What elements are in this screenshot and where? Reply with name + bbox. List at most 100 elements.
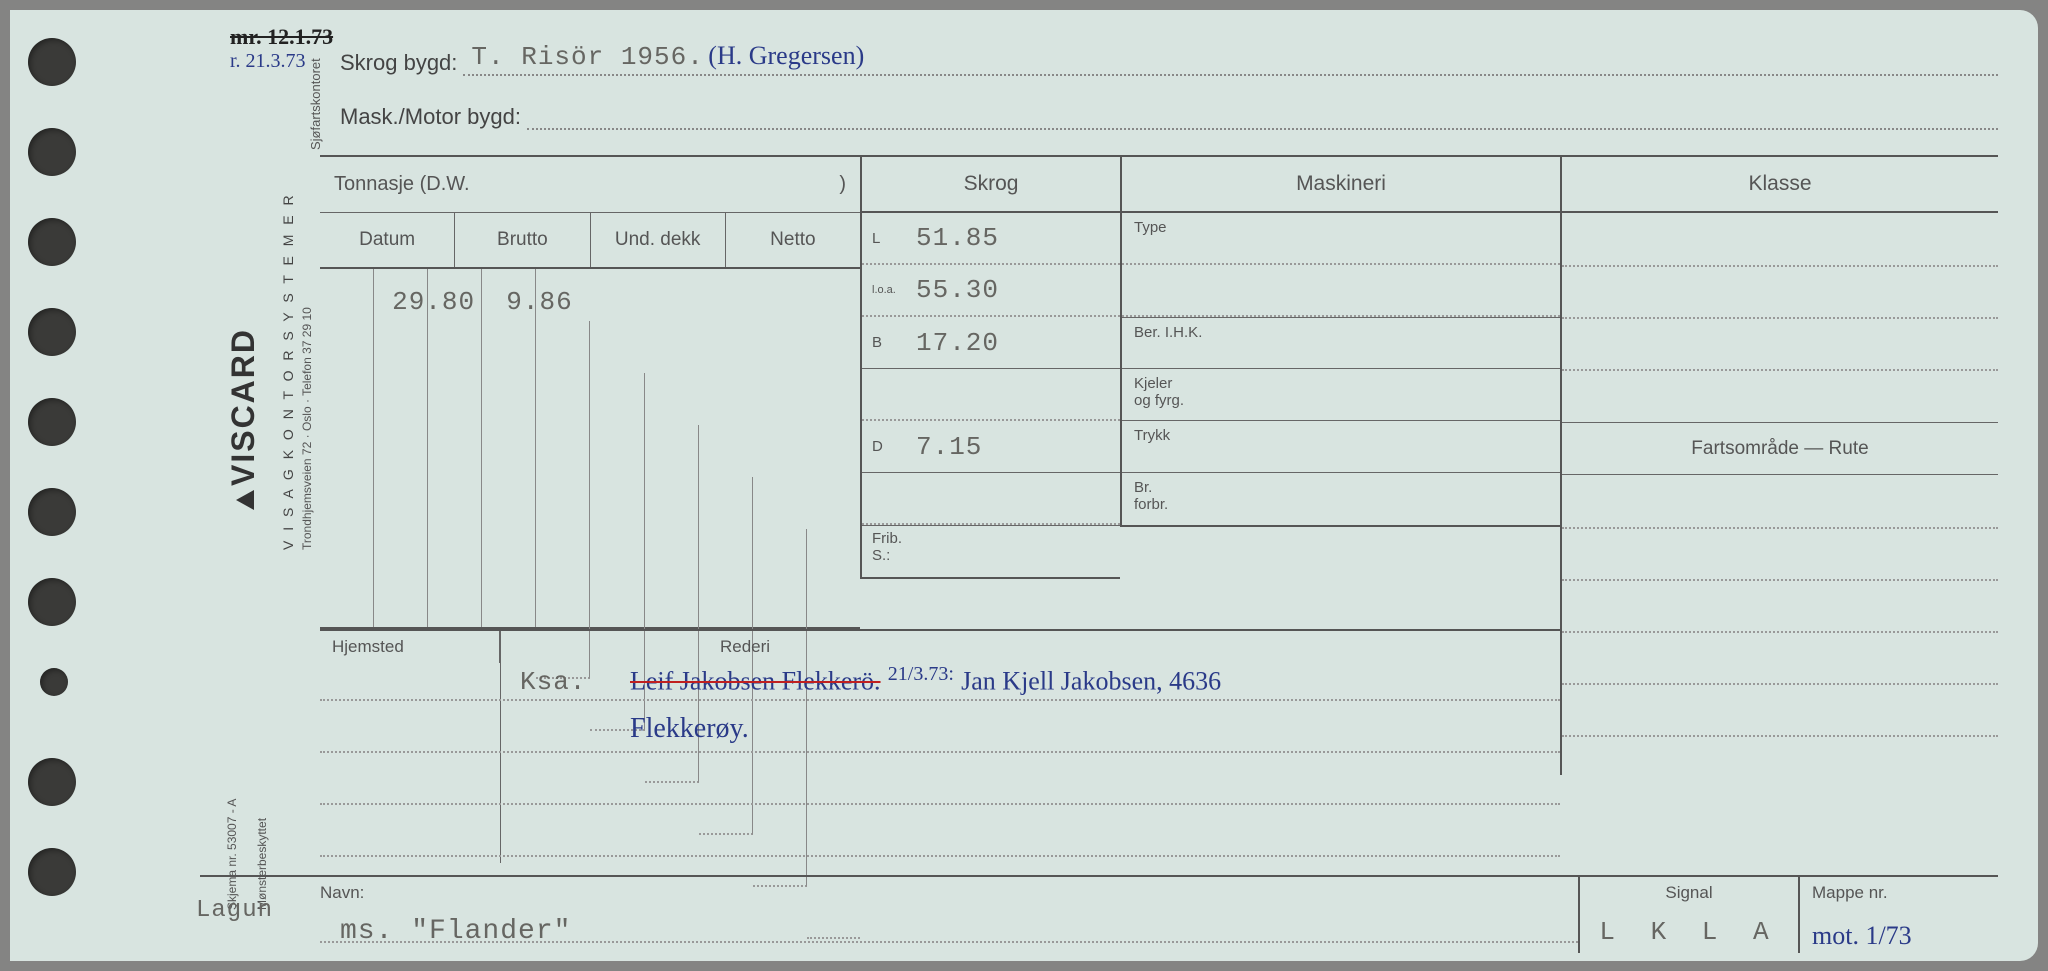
- tonnasje-header: Tonnasje (D.W. ): [320, 157, 860, 213]
- skrog-B: B 17.20: [862, 317, 1120, 369]
- card-outer: mr. 12.1.73 r. 21.3.73 Sjøfartskontoret …: [10, 10, 2038, 961]
- punch-hole: [28, 848, 76, 896]
- skrog-L-label: L: [872, 230, 906, 247]
- skrog-L: L 51.85: [862, 213, 1120, 265]
- skrog-empty2: [862, 473, 1120, 525]
- skrog-bygd-hand: (H. Gregersen): [708, 41, 864, 70]
- type-label: Type: [1134, 219, 1167, 236]
- netto-value: 9.86: [506, 287, 572, 317]
- rederi-line2: Flekkerøy.: [630, 713, 749, 745]
- punch-hole: [28, 308, 76, 356]
- dotted-row: [1562, 369, 1998, 371]
- skrog-bygd-typed: T. Risör 1956.: [471, 42, 703, 72]
- mappe-value: mot. 1/73: [1812, 921, 1912, 951]
- skrog-B-label: B: [872, 334, 906, 351]
- punch-hole: [28, 128, 76, 176]
- viscard-text: VISCARD: [225, 328, 261, 486]
- punch-hole: [28, 578, 76, 626]
- skrog-frib: Frib. S.:: [862, 525, 1120, 579]
- skrog-loa: l.o.a. 55.30: [862, 265, 1120, 317]
- mask-bygd-row: Mask./Motor bygd:: [340, 102, 1998, 130]
- skrog-D-value: 7.15: [916, 432, 982, 462]
- rederi-date: 21/3.73:: [888, 663, 954, 685]
- cell-datum: [320, 269, 374, 627]
- mappe-label: Mappe nr.: [1812, 883, 1986, 903]
- dotted-row: [320, 803, 1560, 805]
- skrog-bygd-row: Skrog bygd: T. Risör 1956. (H. Gregersen…: [340, 48, 1998, 76]
- skrog-empty: [862, 369, 1120, 421]
- dotted-row: [1562, 631, 1998, 633]
- dotted-row: [1562, 683, 1998, 685]
- punch-hole: [28, 398, 76, 446]
- punch-hole: [28, 758, 76, 806]
- triangle-icon: [236, 490, 254, 510]
- mask-kjeler: Kjeler og fyrg.: [1122, 369, 1560, 421]
- mask-bygd-label: Mask./Motor bygd:: [340, 104, 521, 130]
- skrog-L-value: 51.85: [916, 223, 999, 253]
- maskineri-header: Maskineri: [1122, 157, 1560, 213]
- viscard-logo: VISCARD: [225, 328, 262, 510]
- signal-value: L K L A: [1580, 917, 1798, 947]
- mask-type: Type: [1122, 213, 1560, 265]
- tonnasje-block: Tonnasje (D.W. ) Datum Brutto Und. dekk …: [320, 157, 860, 629]
- cell-brutto: 29.80: [374, 269, 428, 627]
- tonnasje-subhead: Datum Brutto Und. dekk Netto: [320, 213, 860, 269]
- hjemsted-rederi-block: Hjemsted Rederi Ksa. Leif Jakobsen Flekk…: [320, 629, 1560, 863]
- kjeler-label1: Kjeler: [1134, 375, 1184, 392]
- dotted-row: [536, 321, 590, 679]
- tonnasje-body: 29.80 9.86: [320, 269, 860, 629]
- klasse-rest: [1562, 475, 1998, 775]
- skrog-bygd-label: Skrog bygd:: [340, 50, 457, 76]
- col-brutto: Brutto: [455, 213, 590, 267]
- skrog-bygd-fill: T. Risör 1956. (H. Gregersen): [463, 48, 1998, 76]
- dotted-row: [1562, 735, 1998, 737]
- navn-label: Navn:: [320, 883, 1564, 903]
- ber-label: Ber. I.H.K.: [1134, 324, 1202, 341]
- forbr-label: forbr.: [1134, 496, 1168, 513]
- side-sjofartskontoret: Sjøfartskontoret: [308, 58, 323, 150]
- skrog-block: Skrog L 51.85 l.o.a. 55.30 B 17.20 D 7.1…: [860, 157, 1120, 579]
- s-label: S.:: [872, 547, 1110, 564]
- hjemsted-label: Hjemsted: [320, 631, 500, 663]
- skrog-D-label: D: [872, 438, 906, 455]
- dotted-row: [1562, 265, 1998, 267]
- mask-br: Br. forbr.: [1122, 473, 1560, 527]
- rederi-struck: Leif Jakobsen Flekkerö.: [630, 667, 881, 696]
- mappe-cell: Mappe nr. mot. 1/73: [1798, 877, 1998, 953]
- note-1: mr. 12.1.73: [230, 24, 333, 50]
- dotted-row: [1562, 527, 1998, 529]
- punch-hole: [28, 218, 76, 266]
- rederi-line1: Leif Jakobsen Flekkerö. 21/3.73: Jan Kje…: [630, 663, 1221, 697]
- signal-cell: Signal L K L A: [1578, 877, 1798, 953]
- main-table: Tonnasje (D.W. ) Datum Brutto Und. dekk …: [320, 155, 1998, 871]
- rederi-label: Rederi: [500, 631, 1560, 663]
- side-address: Trondhjemsveien 72 · Oslo · Telefon 37 2…: [300, 307, 314, 550]
- hjemsted-value: Ksa.: [520, 667, 586, 697]
- col-datum: Datum: [320, 213, 455, 267]
- navn-value: ms. "Flander": [340, 916, 571, 947]
- bottom-strip: Lagun Navn: ms. "Flander" Signal L K L A…: [200, 875, 1998, 953]
- hjem-body: Ksa. Leif Jakobsen Flekkerö. 21/3.73: Ja…: [320, 663, 1560, 863]
- side-visag: V I S A G K O N T O R S Y S T E M E R: [280, 192, 296, 550]
- skrog-B-value: 17.20: [916, 328, 999, 358]
- mask-trykk: Trykk: [1122, 421, 1560, 473]
- klasse-block: Klasse Fartsområde — Rute: [1560, 157, 1998, 775]
- br-label: Br.: [1134, 479, 1168, 496]
- navn-cell: Navn: ms. "Flander": [200, 877, 1578, 953]
- punch-hole: [28, 488, 76, 536]
- mask-ber: Ber. I.H.K.: [1122, 317, 1560, 369]
- skrog-loa-label: l.o.a.: [872, 284, 906, 296]
- rederi-new: Jan Kjell Jakobsen, 4636: [961, 667, 1221, 696]
- index-card: mr. 12.1.73 r. 21.3.73 Sjøfartskontoret …: [110, 10, 2038, 961]
- skrog-header: Skrog: [862, 157, 1120, 213]
- cell-und-dekk: [428, 269, 482, 627]
- cell-netto: 9.86: [482, 269, 536, 627]
- mask-bygd-fill: [527, 102, 1998, 130]
- skrog-D: D 7.15: [862, 421, 1120, 473]
- klasse-header: Klasse: [1562, 157, 1998, 213]
- dotted-row: [1562, 579, 1998, 581]
- skrog-loa-value: 55.30: [916, 275, 999, 305]
- frib-label: Frib.: [872, 530, 1110, 547]
- dotted-row: [320, 751, 1560, 753]
- dotted-row: [320, 855, 1560, 857]
